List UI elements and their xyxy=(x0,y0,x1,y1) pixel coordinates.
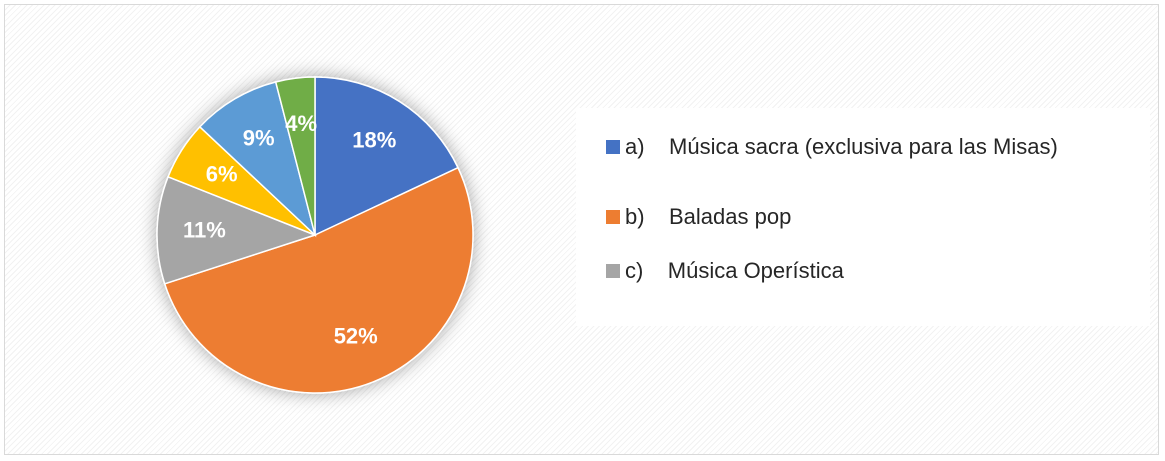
legend-label: a) Música sacra (exclusiva para las Misa… xyxy=(625,134,1058,159)
data-label: 18% xyxy=(352,127,396,152)
pie-slice xyxy=(163,166,474,394)
legend-swatch xyxy=(606,210,620,224)
pie-slice xyxy=(198,81,317,238)
legend-entry: a) Música sacra (exclusiva para las Misa… xyxy=(606,130,1145,164)
legend: a) Música sacra (exclusiva para las Misa… xyxy=(576,108,1150,326)
legend-swatch xyxy=(606,264,620,278)
pie-slice xyxy=(156,175,318,285)
data-label: 9% xyxy=(243,126,275,151)
legend-entry: c) Música Operística xyxy=(606,254,1145,288)
legend-swatch xyxy=(606,140,620,154)
data-label: 4% xyxy=(285,111,317,136)
data-label: 6% xyxy=(206,162,238,187)
legend-label: b) Baladas pop xyxy=(625,204,792,229)
pie xyxy=(156,76,474,394)
legend-entry: b) Baladas pop xyxy=(606,200,1145,234)
data-label: 52% xyxy=(334,324,378,349)
data-label: 11% xyxy=(183,217,226,242)
pie-slice xyxy=(274,76,316,236)
legend-label: c) Música Operística xyxy=(625,258,844,283)
pie-slice xyxy=(314,76,459,237)
